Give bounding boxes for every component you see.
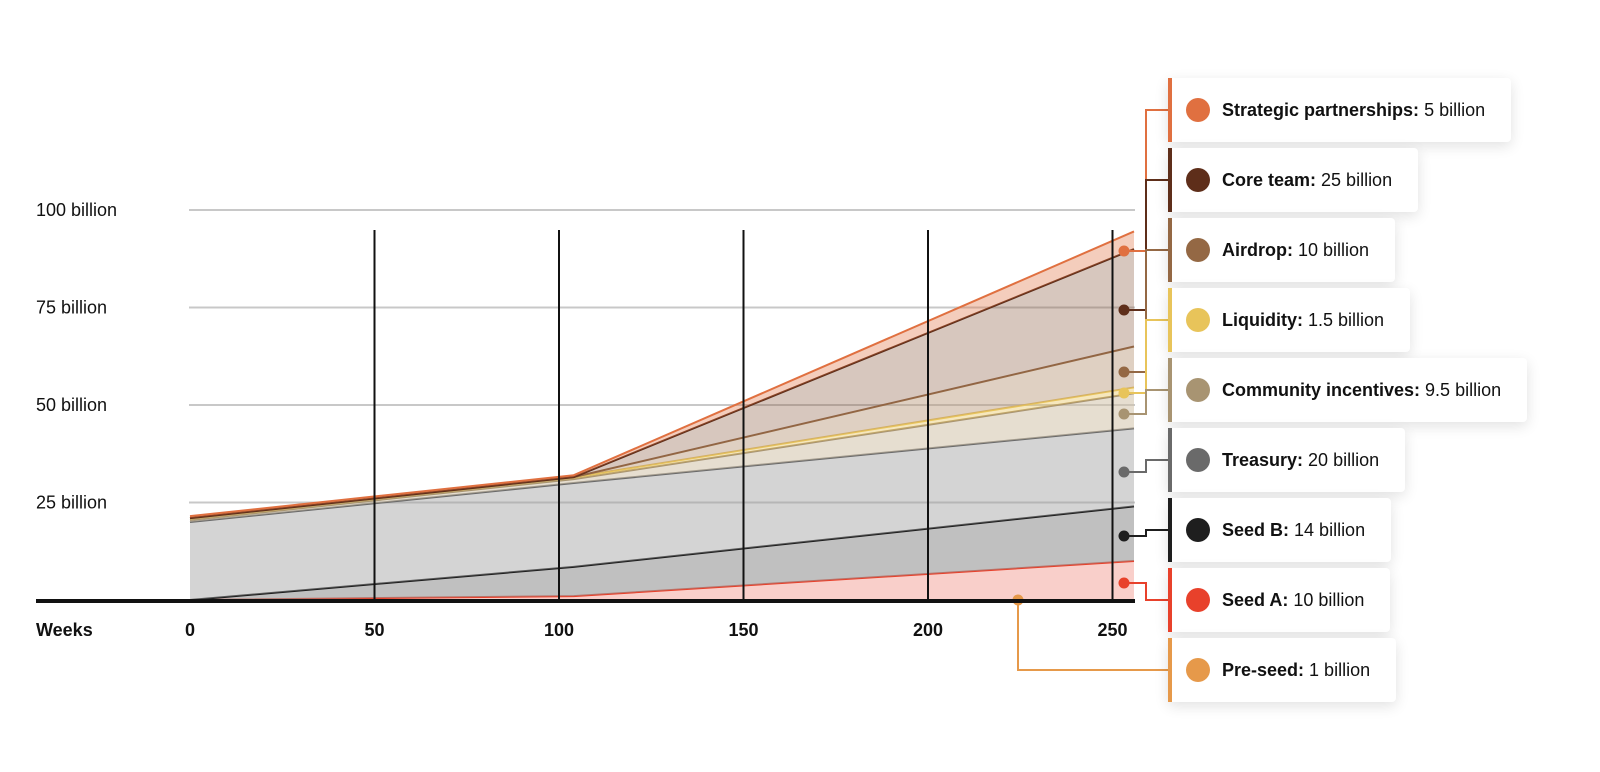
- tick-label-layer: 25 billion 50 billion 75 billion 100 billio…: [36, 200, 1128, 640]
- legend-label: Core team: 25 billion: [1222, 170, 1392, 191]
- legend-connector: [1124, 582, 1168, 601]
- legend-swatch: [1186, 378, 1210, 402]
- legend-color-bar: [1168, 568, 1172, 632]
- legend-swatch: [1186, 588, 1210, 612]
- legend-connector: [1124, 459, 1168, 473]
- legend-color-bar: [1168, 498, 1172, 562]
- legend-color-bar: [1168, 638, 1172, 702]
- legend-series-amount: 10 billion: [1288, 589, 1365, 610]
- legend-series-amount: 1 billion: [1304, 659, 1371, 680]
- legend-label: Strategic partnerships: 5 billion: [1222, 100, 1485, 121]
- legend-color-bar: [1168, 148, 1172, 212]
- legend-series-name: Pre-seed:: [1222, 659, 1305, 680]
- series-marker: [1118, 304, 1130, 316]
- legend-connector: [1124, 319, 1168, 394]
- y-tick-label: 25 billion: [36, 493, 107, 513]
- area-seed-b: [190, 506, 1134, 600]
- legend-swatch: [1186, 98, 1210, 122]
- legend-connector: [1124, 389, 1168, 415]
- area-layer: [189, 230, 1135, 601]
- series-line-community-incentives: [189, 392, 1135, 522]
- series-marker: [1118, 387, 1130, 399]
- legend-series-name: Liquidity:: [1222, 309, 1303, 330]
- legend-series-name: Core team:: [1222, 169, 1317, 190]
- series-line-strategic-partnerships: [189, 230, 1135, 518]
- legend-item: Liquidity: 1.5 billion: [1168, 288, 1411, 352]
- legend-series-amount: 5 billion: [1419, 99, 1486, 120]
- legend-item: Seed A: 10 billion: [1168, 568, 1391, 632]
- legend-swatch: [1186, 168, 1210, 192]
- legend-swatch: [1186, 658, 1210, 682]
- legend-item: Airdrop: 10 billion: [1168, 218, 1396, 282]
- legend-item: Core team: 25 billion: [1168, 148, 1419, 212]
- legend-series-name: Strategic partnerships:: [1222, 99, 1420, 120]
- x-tick-label: 200: [913, 620, 943, 640]
- series-marker: [1118, 577, 1130, 589]
- legend-color-bar: [1168, 218, 1172, 282]
- series-marker: [1118, 245, 1130, 257]
- series-marker: [1118, 466, 1130, 478]
- legend-item: Community incentives: 9.5 billion: [1168, 358, 1528, 422]
- legend-color-bar: [1168, 78, 1172, 142]
- legend-swatch: [1186, 238, 1210, 262]
- legend-color-bar: [1168, 428, 1172, 492]
- legend-item: Strategic partnerships: 5 billion: [1168, 78, 1512, 142]
- y-tick-label: 50 billion: [36, 395, 107, 415]
- legend-series-amount: 25 billion: [1316, 169, 1393, 190]
- legend-series-amount: 20 billion: [1303, 449, 1380, 470]
- x-tick-label: 250: [1097, 620, 1127, 640]
- legend-label: Airdrop: 10 billion: [1222, 240, 1369, 261]
- legend-label: Liquidity: 1.5 billion: [1222, 310, 1384, 331]
- legend-connector: [1124, 179, 1168, 311]
- legend-series-amount: 10 billion: [1293, 239, 1370, 260]
- legend-label: Treasury: 20 billion: [1222, 450, 1379, 471]
- connector-layer: [1012, 109, 1168, 671]
- y-tick-label: 75 billion: [36, 298, 107, 318]
- area-seed-a: [190, 561, 1134, 600]
- legend-item: Seed B: 14 billion: [1168, 498, 1392, 562]
- series-marker: [1118, 408, 1130, 420]
- legend-label: Seed B: 14 billion: [1222, 520, 1365, 541]
- legend-series-name: Seed B:: [1222, 519, 1290, 540]
- legend-series-name: Treasury:: [1222, 449, 1304, 470]
- legend-series-amount: 9.5 billion: [1420, 379, 1502, 400]
- legend-swatch: [1186, 448, 1210, 472]
- legend-label: Seed A: 10 billion: [1222, 590, 1364, 611]
- legend-label: Community incentives: 9.5 billion: [1222, 380, 1501, 401]
- legend-item: Pre-seed: 1 billion: [1168, 638, 1397, 702]
- series-marker: [1118, 366, 1130, 378]
- legend-item: Treasury: 20 billion: [1168, 428, 1406, 492]
- legend-series-amount: 1.5 billion: [1302, 309, 1385, 330]
- legend-swatch: [1186, 308, 1210, 332]
- legend-connector: [1124, 249, 1168, 373]
- y-tick-label: 100 billion: [36, 200, 117, 220]
- legend-connector: [1017, 600, 1168, 671]
- grid-layer: [189, 209, 1135, 504]
- legend-connector: [1124, 529, 1168, 537]
- series-marker: [1118, 530, 1130, 542]
- legend-color-bar: [1168, 288, 1172, 352]
- legend-series-name: Community incentives:: [1222, 379, 1421, 400]
- series-line-core-team: [189, 248, 1135, 520]
- x-tick-label: 50: [364, 620, 384, 640]
- legend-series-amount: 14 billion: [1289, 519, 1366, 540]
- series-line-seed-b: [189, 505, 1135, 601]
- x-tick-label: 100: [544, 620, 574, 640]
- x-tick-label: 150: [728, 620, 758, 640]
- legend-swatch: [1186, 518, 1210, 542]
- vertical-grid-layer: [373, 230, 1114, 603]
- legend-series-name: Seed A:: [1222, 589, 1289, 610]
- area-treasury: [190, 428, 1134, 600]
- legend-color-bar: [1168, 358, 1172, 422]
- legend-series-name: Airdrop:: [1222, 239, 1293, 260]
- x-tick-label: 0: [185, 620, 195, 640]
- area-core-team: [190, 249, 1134, 519]
- x-axis-title: Weeks: [36, 620, 93, 640]
- legend-label: Pre-seed: 1 billion: [1222, 660, 1370, 681]
